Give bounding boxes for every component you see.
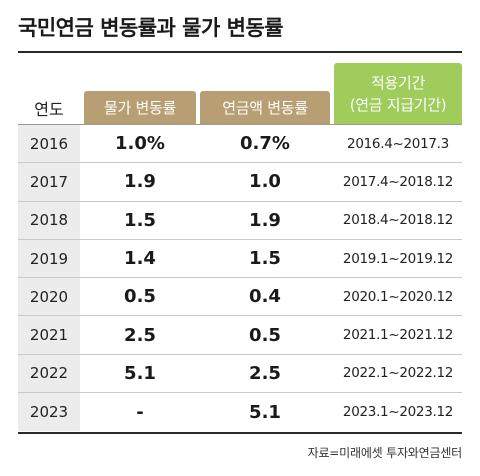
pension-change-cell: 2.5 (249, 362, 281, 384)
price-change-cell: 0.5 (124, 286, 156, 308)
price-change-cell: 1.9 (124, 171, 156, 193)
data-table: 2016 1.0% 0.7% 2016.4~2017.3 2017 1.9 1.… (18, 125, 462, 432)
period-cell: 2021.1~2021.12 (342, 327, 454, 344)
period-cell: 2022.1~2022.12 (342, 365, 454, 382)
header-period-line1: 적용기간 (370, 73, 425, 92)
table-row: 2019 1.4 1.5 2019.1~2019.12 (18, 239, 462, 279)
year-cell: 2023 (18, 393, 80, 432)
year-cell: 2021 (18, 316, 80, 354)
top-divider (18, 51, 462, 53)
year-cell: 2020 (18, 278, 80, 316)
table-row: 2022 5.1 2.5 2022.1~2022.12 (18, 354, 462, 394)
period-cell: 2017.4~2018.12 (342, 173, 454, 190)
pension-change-cell: 0.5 (249, 324, 281, 346)
header-period: 적용기간 (연금 지급기간) (334, 63, 462, 124)
year-cell: 2022 (18, 354, 80, 393)
source-note: 자료=미래에셋 투자와연금센터 (307, 446, 463, 460)
header-divider (18, 124, 462, 125)
period-cell: 2023.1~2023.12 (342, 404, 454, 421)
table-row: 2017 1.9 1.0 2017.4~2018.12 (18, 163, 462, 202)
year-cell: 2017 (18, 163, 80, 201)
period-cell: 2016.4~2017.3 (347, 135, 449, 152)
period-cell: 2019.1~2019.12 (342, 250, 454, 267)
price-change-cell: 1.5 (124, 209, 156, 231)
price-change-cell: 1.4 (124, 248, 156, 270)
period-cell: 2020.1~2020.12 (342, 288, 454, 305)
price-change-cell: 5.1 (124, 362, 156, 384)
pension-change-cell: 1.5 (249, 248, 281, 270)
header-year: 연도 (34, 99, 64, 119)
table-row: 2018 1.5 1.9 2018.4~2018.12 (18, 201, 462, 240)
pension-change-cell: 5.1 (249, 401, 281, 423)
pension-change-cell: 0.4 (249, 286, 281, 308)
price-change-cell: - (136, 401, 144, 423)
period-cell: 2018.4~2018.12 (342, 212, 454, 229)
pension-change-cell: 1.0 (249, 171, 281, 193)
price-change-cell: 1.0% (115, 133, 165, 155)
header-pension-change: 연금액 변동률 (200, 91, 330, 124)
pension-change-cell: 0.7% (240, 133, 290, 155)
table-row: 2016 1.0% 0.7% 2016.4~2017.3 (18, 125, 462, 164)
year-cell: 2019 (18, 239, 80, 278)
price-change-cell: 2.5 (124, 324, 156, 346)
table-row: 2020 0.5 0.4 2020.1~2020.12 (18, 278, 462, 317)
table-row: 2021 2.5 0.5 2021.1~2021.12 (18, 316, 462, 355)
year-cell: 2016 (18, 125, 80, 163)
bottom-divider (18, 432, 462, 434)
page-title: 국민연금 변동률과 물가 변동률 (18, 16, 284, 40)
header-price-change: 물가 변동률 (84, 91, 196, 124)
pension-change-cell: 1.9 (249, 209, 281, 231)
year-cell: 2018 (18, 201, 80, 239)
table-row: 2023 - 5.1 2023.1~2023.12 (18, 393, 462, 432)
header-period-line2: (연금 지급기간) (349, 95, 447, 114)
